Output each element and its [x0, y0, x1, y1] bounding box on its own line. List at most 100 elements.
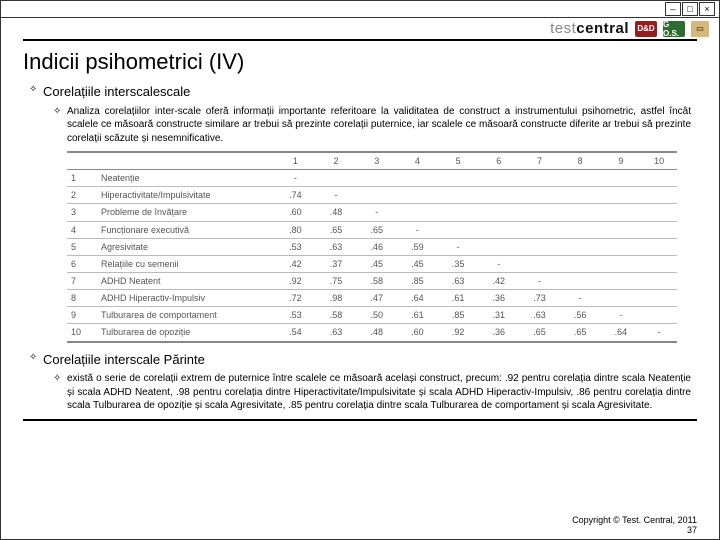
close-icon[interactable]: ×: [699, 2, 715, 16]
table-cell: Neatenție: [97, 170, 275, 187]
table-row: 8ADHD Hiperactiv-Impulsiv.72.98.47.64.61…: [67, 290, 677, 307]
table-cell: .58: [356, 273, 397, 290]
table-cell: .58: [316, 307, 357, 324]
table-cell: .73: [519, 290, 560, 307]
table-cell: .63: [519, 307, 560, 324]
table-cell: .42: [275, 255, 316, 272]
table-cell: 9: [67, 307, 97, 324]
table-cell: .92: [438, 324, 479, 342]
section-2-heading: Corelațiile interscale Părinte: [43, 351, 205, 369]
table-cell: .63: [438, 273, 479, 290]
table-header-cell: 1: [275, 152, 316, 170]
table-cell: .47: [356, 290, 397, 307]
table-cell: [601, 238, 642, 255]
table-cell: .64: [397, 290, 438, 307]
table-cell: [641, 187, 677, 204]
table-cell: 1: [67, 170, 97, 187]
table-cell: [519, 187, 560, 204]
table-cell: Relațiile cu semenii: [97, 255, 275, 272]
table-cell: .92: [275, 273, 316, 290]
table-cell: .80: [275, 221, 316, 238]
table-cell: [478, 170, 519, 187]
section-1-heading-row: ✧ Corelațiile interscalescale: [29, 83, 691, 101]
table-row: 6Relațiile cu semenii.42.37.45.45.35-: [67, 255, 677, 272]
table-cell: 10: [67, 324, 97, 342]
table-cell: 5: [67, 238, 97, 255]
table-cell: .45: [397, 255, 438, 272]
table-cell: .36: [478, 290, 519, 307]
correlation-table: 12345678910 1Neatenție-2Hiperactivitate/…: [67, 151, 677, 343]
table-cell: -: [316, 187, 357, 204]
table-cell: [397, 187, 438, 204]
table-cell: [316, 170, 357, 187]
table-cell: [601, 221, 642, 238]
table-header-cell: 6: [478, 152, 519, 170]
maximize-icon[interactable]: □: [682, 2, 698, 16]
table-cell: -: [438, 238, 479, 255]
table-cell: [560, 187, 601, 204]
section-1-body-row: ✧ Analiza corelațiilor inter-scale oferă…: [53, 105, 691, 146]
minimize-icon[interactable]: –: [665, 2, 681, 16]
table-cell: [641, 307, 677, 324]
table-header-cell: 4: [397, 152, 438, 170]
table-cell: .45: [356, 255, 397, 272]
table-row: 10Tulburarea de opoziție.54.63.48.60.92.…: [67, 324, 677, 342]
section-2-body: există o serie de corelații extrem de pu…: [67, 372, 691, 413]
table-row: 3Probleme de învățare.60.48-: [67, 204, 677, 221]
table-row: 9Tulburarea de comportament.53.58.50.61.…: [67, 307, 677, 324]
brand-logo: testcentral: [550, 20, 629, 37]
table-cell: [641, 221, 677, 238]
table-cell: Tulburarea de opoziție: [97, 324, 275, 342]
table-row: 7ADHD Neatent.92.75.58.85.63.42-: [67, 273, 677, 290]
table-row: 5Agresivitate.53.63.46.59-: [67, 238, 677, 255]
table-cell: .42: [478, 273, 519, 290]
brand-row: testcentral D&D G O.S. ▭: [1, 18, 719, 37]
table-header-cell: 8: [560, 152, 601, 170]
table-header-cell: [67, 152, 97, 170]
table-cell: .85: [397, 273, 438, 290]
table-cell: .46: [356, 238, 397, 255]
table-cell: [601, 187, 642, 204]
table-cell: [478, 221, 519, 238]
table-cell: .72: [275, 290, 316, 307]
table-cell: [641, 238, 677, 255]
table-cell: [438, 221, 479, 238]
table-header-cell: 10: [641, 152, 677, 170]
table-cell: [519, 221, 560, 238]
bullet-icon: ✧: [53, 105, 67, 146]
table-cell: .53: [275, 307, 316, 324]
table-cell: .36: [478, 324, 519, 342]
table-cell: -: [601, 307, 642, 324]
table-cell: .37: [316, 255, 357, 272]
table-cell: -: [356, 204, 397, 221]
table-cell: -: [397, 221, 438, 238]
table-cell: .98: [316, 290, 357, 307]
table-cell: Funcționare executivă: [97, 221, 275, 238]
table-cell: [519, 170, 560, 187]
section-1-body: Analiza corelațiilor inter-scale oferă i…: [67, 105, 691, 146]
copyright-text: Copyright © Test. Central, 2011: [572, 515, 697, 525]
table-cell: 4: [67, 221, 97, 238]
bottom-rule: [23, 419, 697, 421]
table-cell: Tulburarea de comportament: [97, 307, 275, 324]
table-cell: [478, 187, 519, 204]
table-cell: [356, 187, 397, 204]
content-area: ✧ Corelațiile interscalescale ✧ Analiza …: [1, 83, 719, 413]
table-header-cell: 9: [601, 152, 642, 170]
bullet-icon: ✧: [29, 351, 43, 369]
table-cell: .63: [316, 238, 357, 255]
table-cell: .35: [438, 255, 479, 272]
table-cell: [601, 204, 642, 221]
table-cell: .54: [275, 324, 316, 342]
table-cell: [601, 290, 642, 307]
table-cell: [601, 273, 642, 290]
book-icon: ▭: [691, 21, 709, 37]
table-cell: [641, 273, 677, 290]
table-cell: [356, 170, 397, 187]
table-cell: .85: [438, 307, 479, 324]
bullet-icon: ✧: [53, 372, 67, 413]
table-cell: -: [478, 255, 519, 272]
table-cell: Probleme de învățare: [97, 204, 275, 221]
table-cell: .48: [316, 204, 357, 221]
brand-dark: central: [576, 20, 629, 37]
